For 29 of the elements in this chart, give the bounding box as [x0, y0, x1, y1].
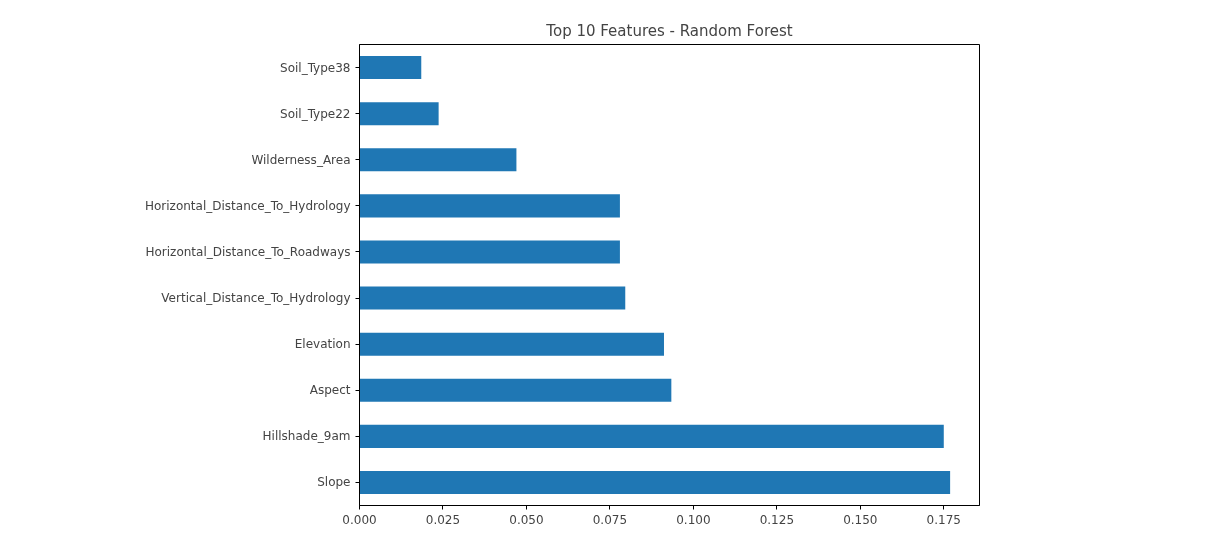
- y-tick-label: Soil_Type22: [280, 106, 351, 121]
- bar: [359, 240, 620, 264]
- y-tick-label: Vertical_Distance_To_Hydrology: [161, 291, 351, 306]
- bar: [359, 56, 422, 80]
- x-tick-label: 0.175: [926, 512, 961, 527]
- x-tick-label: 0.050: [509, 512, 544, 527]
- x-tick-label: 0.100: [676, 512, 711, 527]
- y-tick-label: Soil_Type38: [280, 60, 351, 75]
- bar: [359, 194, 620, 218]
- y-tick-label: Slope: [317, 475, 351, 490]
- x-tick-label: 0.125: [759, 512, 795, 527]
- bar: [359, 332, 664, 356]
- bar: [359, 148, 517, 172]
- x-tick-label: 0.025: [425, 512, 461, 527]
- y-tick-label: Elevation: [294, 337, 351, 352]
- bar: [359, 378, 672, 402]
- chart-title: Top 10 Features - Random Forest: [545, 21, 793, 40]
- y-tick-label: Wilderness_Area: [251, 152, 351, 167]
- x-tick-label: 0.075: [592, 512, 628, 527]
- y-tick-label: Horizontal_Distance_To_Hydrology: [144, 198, 351, 213]
- bar: [359, 470, 951, 494]
- y-tick-label: Aspect: [309, 383, 351, 398]
- y-tick-label: Hillshade_9am: [262, 429, 351, 444]
- bar: [359, 102, 439, 126]
- y-tick-label: Horizontal_Distance_To_Roadways: [145, 244, 351, 259]
- bar: [359, 424, 944, 448]
- x-tick-label: 0.150: [843, 512, 878, 527]
- bar: [359, 286, 626, 310]
- x-tick-label: 0.000: [342, 512, 377, 527]
